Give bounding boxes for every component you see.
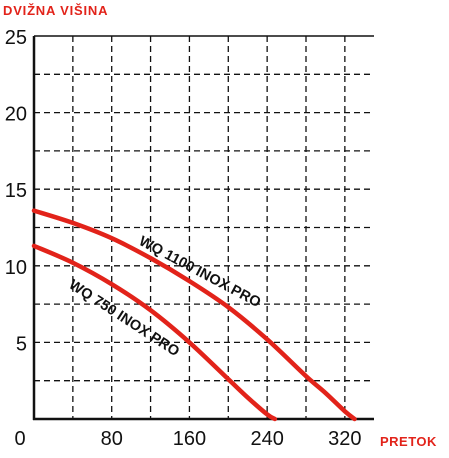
- x-tick-label: 80: [101, 428, 123, 450]
- y-tick-label: 10: [5, 257, 27, 279]
- series-line: [31, 243, 278, 422]
- series-label: WQ 1100 INOX PRO: [136, 233, 263, 311]
- y-tick-label: 20: [5, 104, 27, 126]
- x-tick-label: 0: [14, 428, 25, 450]
- x-tick-label: 320: [328, 428, 361, 450]
- y-tick-label: 25: [5, 27, 27, 49]
- x-axis-title: PRETOK: [380, 434, 437, 449]
- x-tick-label: 160: [173, 428, 206, 450]
- y-axis-title: DVIŽNA VIŠINA: [3, 3, 109, 18]
- x-tick-label: 240: [250, 428, 283, 450]
- y-tick-label: 15: [5, 180, 27, 202]
- series-line: [31, 208, 357, 422]
- y-tick-label: 5: [16, 333, 27, 355]
